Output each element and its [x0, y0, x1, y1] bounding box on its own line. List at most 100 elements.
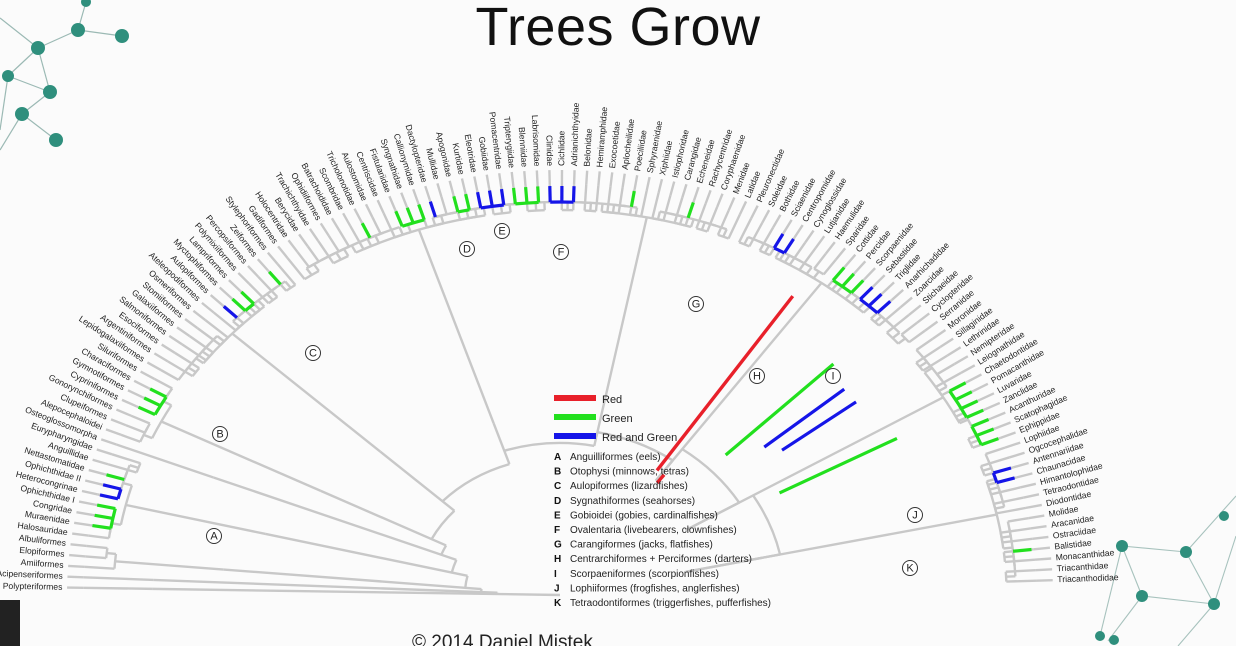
branch: [583, 184, 588, 211]
leaf-label: Clinidae: [544, 135, 555, 166]
branch: [266, 293, 274, 301]
branch: [600, 203, 604, 212]
terminal-branch: [342, 212, 352, 227]
branch: [398, 226, 404, 236]
clade-key-letter: K: [554, 598, 562, 609]
colored-branch: [143, 396, 162, 408]
branch: [589, 202, 593, 211]
clade-marker-circle: [688, 296, 704, 312]
branch: [492, 422, 511, 465]
branch: [84, 565, 115, 570]
colored-branch: [92, 523, 111, 530]
clade-key-letter: D: [554, 496, 561, 507]
branch: [874, 315, 883, 323]
branch: [989, 486, 999, 491]
branch: [187, 366, 197, 374]
clade-marker-circle: [212, 426, 228, 442]
colored-branch: [980, 437, 999, 447]
clade-marker-circle: [206, 528, 222, 544]
terminal-branch: [738, 200, 748, 215]
clade-marker-letter: J: [912, 509, 918, 521]
terminal-branch: [939, 337, 954, 349]
node-arc: [979, 465, 986, 476]
colored-branch: [106, 473, 125, 482]
leaf-label: Hemiramphidae: [594, 106, 609, 167]
colored-branch: [966, 408, 984, 419]
branch: [639, 190, 648, 217]
terminal-branch: [863, 267, 876, 280]
terminal-branch: [804, 229, 815, 244]
terminal-branch: [353, 208, 363, 222]
leaf-label: Acipenseriformes: [0, 568, 63, 581]
branch: [196, 327, 222, 346]
terminal-branch: [96, 448, 113, 456]
colored-branch: [417, 204, 426, 221]
branch: [654, 459, 674, 482]
node-arc: [886, 331, 900, 345]
branch: [737, 217, 753, 243]
branch: [327, 234, 340, 253]
clade-key-name: Scorpaeniformes (scorpionfishes): [570, 569, 719, 580]
colored-branch: [268, 270, 282, 286]
node-arc: [151, 404, 173, 439]
branch: [312, 263, 320, 272]
clade-key-letter: F: [554, 525, 560, 536]
colored-branch: [686, 201, 695, 219]
clade-marker-letter: A: [210, 530, 218, 542]
terminal-branch: [228, 279, 241, 292]
branch: [143, 433, 153, 440]
clade-marker-letter: B: [216, 428, 223, 440]
leaf-label: Triacanthidae: [1056, 560, 1108, 573]
terminal-branch: [953, 355, 969, 366]
terminal-branch: [400, 192, 408, 207]
branch: [656, 211, 662, 220]
branch: [594, 185, 600, 212]
leaf-label: Labrisomidae: [530, 115, 542, 167]
branch: [306, 245, 320, 263]
terminal-branch: [984, 401, 1001, 411]
terminal-branch: [1019, 482, 1037, 489]
terminal-branch: [424, 185, 431, 201]
terminal-branch: [388, 195, 397, 210]
colored-branch: [954, 390, 973, 402]
node-arc: [1008, 528, 1016, 567]
terminal-branch: [364, 203, 374, 218]
branch: [651, 192, 660, 219]
branch: [350, 244, 357, 254]
branch: [213, 476, 457, 561]
branch: [993, 496, 1024, 505]
terminal-branch: [1008, 451, 1025, 459]
terminal-branch: [192, 309, 207, 322]
branch: [595, 217, 648, 438]
branch: [908, 329, 926, 344]
legend-label-green: Green: [602, 413, 633, 425]
clade-marker-circle: [494, 223, 510, 239]
colored-branch: [452, 195, 460, 213]
colored-branch: [960, 399, 979, 410]
branch: [382, 212, 396, 238]
leaf-label: Polypteriformes: [3, 581, 63, 592]
clade-marker-letter: E: [498, 225, 505, 237]
branch: [111, 453, 141, 465]
colored-branch: [1012, 547, 1032, 553]
branch: [265, 532, 468, 577]
backbone-arc: [752, 494, 782, 555]
branch: [805, 266, 813, 275]
terminal-branch: [633, 175, 639, 190]
branch: [695, 203, 707, 229]
colored-branch: [772, 233, 785, 249]
terminal-branch: [69, 553, 86, 558]
branch: [86, 544, 108, 550]
branch: [125, 424, 146, 434]
leaf-label: Balistidae: [1054, 537, 1092, 551]
node-arc: [202, 305, 266, 364]
terminal-branch: [1034, 557, 1052, 561]
terminal-branch: [277, 245, 289, 259]
terminal-branch: [1035, 568, 1053, 572]
branch: [1007, 516, 1029, 523]
branch: [662, 194, 672, 221]
terminal-branch: [184, 318, 199, 330]
branch: [115, 560, 224, 571]
node-arc: [671, 212, 717, 227]
